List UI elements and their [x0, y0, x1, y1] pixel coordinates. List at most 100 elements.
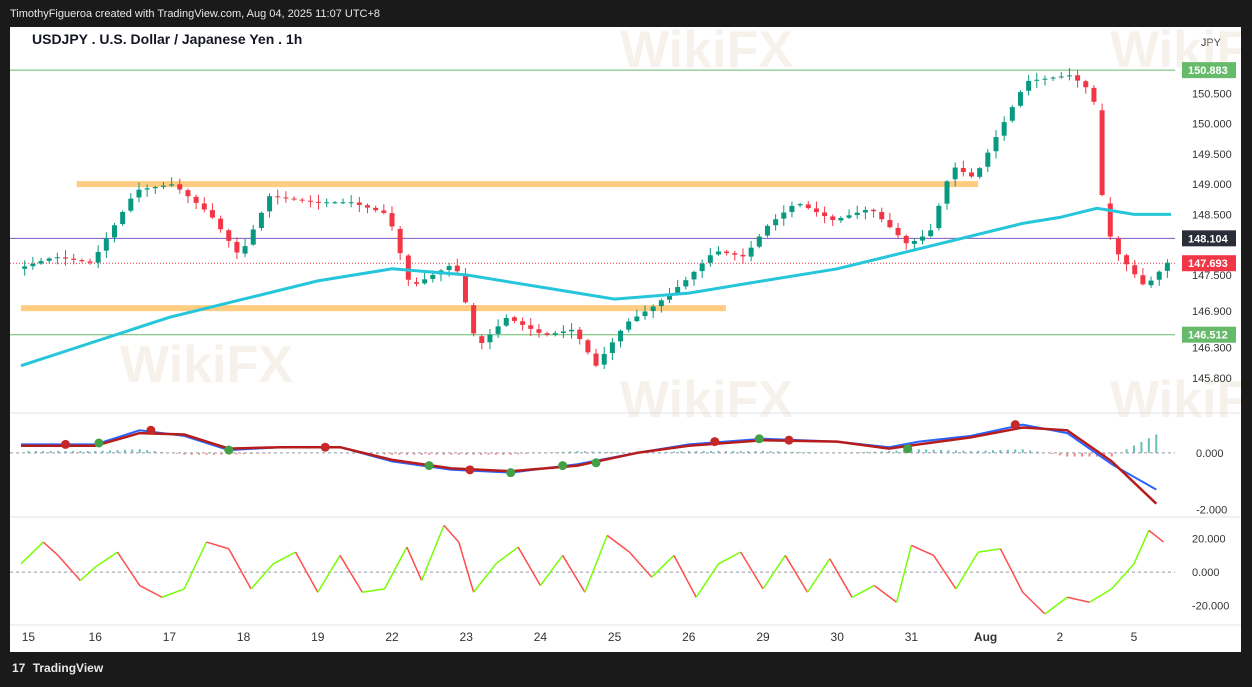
- candle-body: [928, 230, 934, 237]
- candle-body: [136, 189, 142, 198]
- candle-body: [952, 167, 958, 180]
- candle-body: [479, 336, 485, 343]
- osc-segment: [718, 551, 742, 565]
- candle-body: [618, 330, 624, 342]
- candle-body: [724, 251, 730, 254]
- price-tick-label: 146.900: [1192, 306, 1232, 318]
- candle-body: [756, 236, 762, 247]
- candle-body: [511, 317, 517, 321]
- candle-body: [1066, 75, 1072, 77]
- osc-segment: [911, 544, 934, 557]
- osc-segment: [628, 551, 653, 578]
- osc-segment: [139, 584, 163, 598]
- osc-segment: [1022, 591, 1046, 615]
- candle-body: [1132, 265, 1138, 275]
- candle-body: [993, 137, 999, 152]
- top-level-badge: [1182, 62, 1236, 79]
- candle-body: [944, 181, 950, 204]
- candle-body: [95, 251, 101, 263]
- candle-body: [422, 279, 428, 284]
- price-tick-label: 145.800: [1192, 373, 1232, 385]
- current-price-badge: [1182, 255, 1236, 272]
- osc-segment: [673, 555, 697, 598]
- candle-body: [218, 218, 224, 230]
- osc-segment: [1133, 530, 1150, 565]
- candle-body: [1164, 262, 1170, 271]
- chart-panel[interactable]: USDJPY . U.S. Dollar / Japanese Yen . 1h…: [10, 27, 1241, 652]
- candle-body: [650, 306, 656, 312]
- resistance-zone: [76, 181, 979, 188]
- candle-body: [1050, 77, 1056, 79]
- price-tick-label: 150.000: [1192, 119, 1232, 131]
- osc-segment: [250, 563, 274, 590]
- candle-body: [1058, 76, 1064, 78]
- time-tick-label: 5: [1131, 630, 1138, 644]
- osc-segment: [562, 555, 586, 593]
- osc-segment: [116, 551, 141, 586]
- candle-body: [356, 202, 362, 205]
- candle-body: [54, 257, 60, 259]
- price-tick-label: 147.500: [1192, 270, 1232, 282]
- osc-segment: [406, 546, 423, 581]
- macd-tick-label: 0.000: [1196, 448, 1224, 460]
- candle-body: [103, 238, 109, 251]
- chart-canvas[interactable]: WikiFXWikiFXWikiFXWikiFXWikiFX150.500150…: [10, 27, 1241, 652]
- osc-segment: [606, 534, 630, 553]
- candle-body: [854, 212, 860, 216]
- candle-body: [683, 280, 689, 287]
- candle-body: [226, 230, 232, 241]
- macd-cross-marker: [94, 438, 104, 448]
- osc-segment: [978, 548, 1001, 553]
- osc-segment: [895, 545, 913, 603]
- osc-segment: [933, 555, 957, 590]
- tradingview-logo-icon: 17: [12, 661, 26, 675]
- top-level-label: 150.883: [1188, 65, 1228, 77]
- candle-body: [267, 196, 273, 212]
- candle-body: [1075, 75, 1081, 81]
- candle-body: [373, 207, 379, 211]
- osc-segment: [1111, 563, 1135, 590]
- macd-cross-marker: [146, 425, 156, 435]
- time-tick-label: Aug: [974, 630, 997, 644]
- macd-cross-marker: [710, 437, 720, 447]
- candle-body: [193, 196, 199, 203]
- candle-body: [601, 354, 607, 365]
- candle-body: [895, 227, 901, 236]
- candle-body: [822, 212, 828, 217]
- current-price-label: 147.693: [1188, 258, 1228, 270]
- time-tick-label: 24: [534, 630, 548, 644]
- time-tick-label: 16: [89, 630, 103, 644]
- candle-body: [560, 331, 566, 333]
- chart-attribution: TimothyFigueroa created with TradingView…: [10, 8, 381, 20]
- candle-body: [283, 197, 289, 199]
- candle-body: [1099, 110, 1105, 195]
- candle-body: [920, 236, 926, 241]
- candle-body: [667, 293, 673, 300]
- time-tick-label: 18: [237, 630, 251, 644]
- tradingview-footer[interactable]: 17 TradingView: [12, 661, 103, 675]
- candle-body: [960, 167, 966, 172]
- candle-body: [764, 225, 770, 236]
- candle-body: [1017, 92, 1023, 106]
- osc-segment: [294, 551, 319, 593]
- osc-segment: [228, 548, 252, 590]
- candle-body: [658, 300, 664, 307]
- chart-title: USDJPY . U.S. Dollar / Japanese Yen . 1h: [32, 31, 303, 47]
- wikifx-watermark: WikiFX: [120, 336, 293, 394]
- candle-body: [903, 235, 909, 244]
- osc-segment: [584, 535, 608, 593]
- osc-segment: [57, 554, 81, 582]
- candle-body: [397, 228, 403, 254]
- candle-body: [1091, 87, 1097, 102]
- candle-body: [977, 168, 983, 177]
- candle-body: [642, 311, 648, 317]
- candle-body: [879, 211, 885, 220]
- time-tick-label: 25: [608, 630, 622, 644]
- candle-body: [789, 205, 795, 212]
- candle-body: [348, 202, 354, 204]
- candle-body: [634, 316, 640, 322]
- osc-segment: [873, 584, 898, 603]
- candle-body: [748, 247, 754, 257]
- candle-body: [1115, 238, 1121, 255]
- time-tick-label: 17: [163, 630, 177, 644]
